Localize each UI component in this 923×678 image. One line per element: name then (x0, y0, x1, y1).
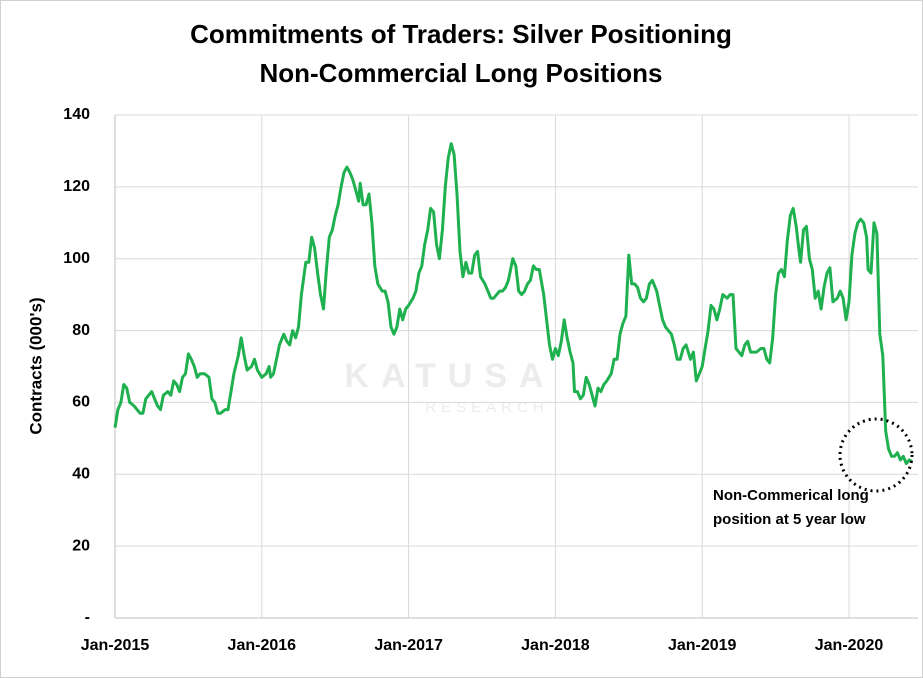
y-tick-label: 60 (72, 394, 90, 411)
y-tick-label: - (85, 609, 90, 626)
x-tick-label: Jan-2019 (668, 637, 737, 654)
y-tick-label: 140 (63, 106, 90, 123)
x-tick-label: Jan-2017 (374, 637, 443, 654)
x-tick-label: Jan-2020 (815, 637, 884, 654)
y-tick-label: 20 (72, 537, 90, 554)
highlight-circle (838, 417, 914, 493)
y-axis-label: Contracts (000's) (26, 297, 45, 434)
watermark: KATUSA (344, 357, 555, 395)
watermark: RESEARCH (425, 399, 548, 416)
annotation: position at 5 year low (713, 511, 866, 528)
annotation: Non-Commerical long (713, 487, 869, 504)
y-tick-label: 120 (63, 178, 90, 195)
x-tick-label: Jan-2016 (228, 637, 297, 654)
y-tick-label: 40 (72, 466, 90, 483)
x-tick-label: Jan-2018 (521, 637, 590, 654)
chart-title: Commitments of Traders: Silver Positioni… (190, 19, 732, 49)
y-tick-label: 80 (72, 322, 90, 339)
chart-title: Non-Commercial Long Positions (259, 58, 662, 88)
data-line (113, 142, 913, 465)
plot-area: - 20 40 60 80 100 120 140 Jan-2015 Jan-2016 Jan-20… (63, 106, 918, 654)
x-tick-label: Jan-2015 (81, 637, 150, 654)
y-tick-label: 100 (63, 250, 90, 267)
